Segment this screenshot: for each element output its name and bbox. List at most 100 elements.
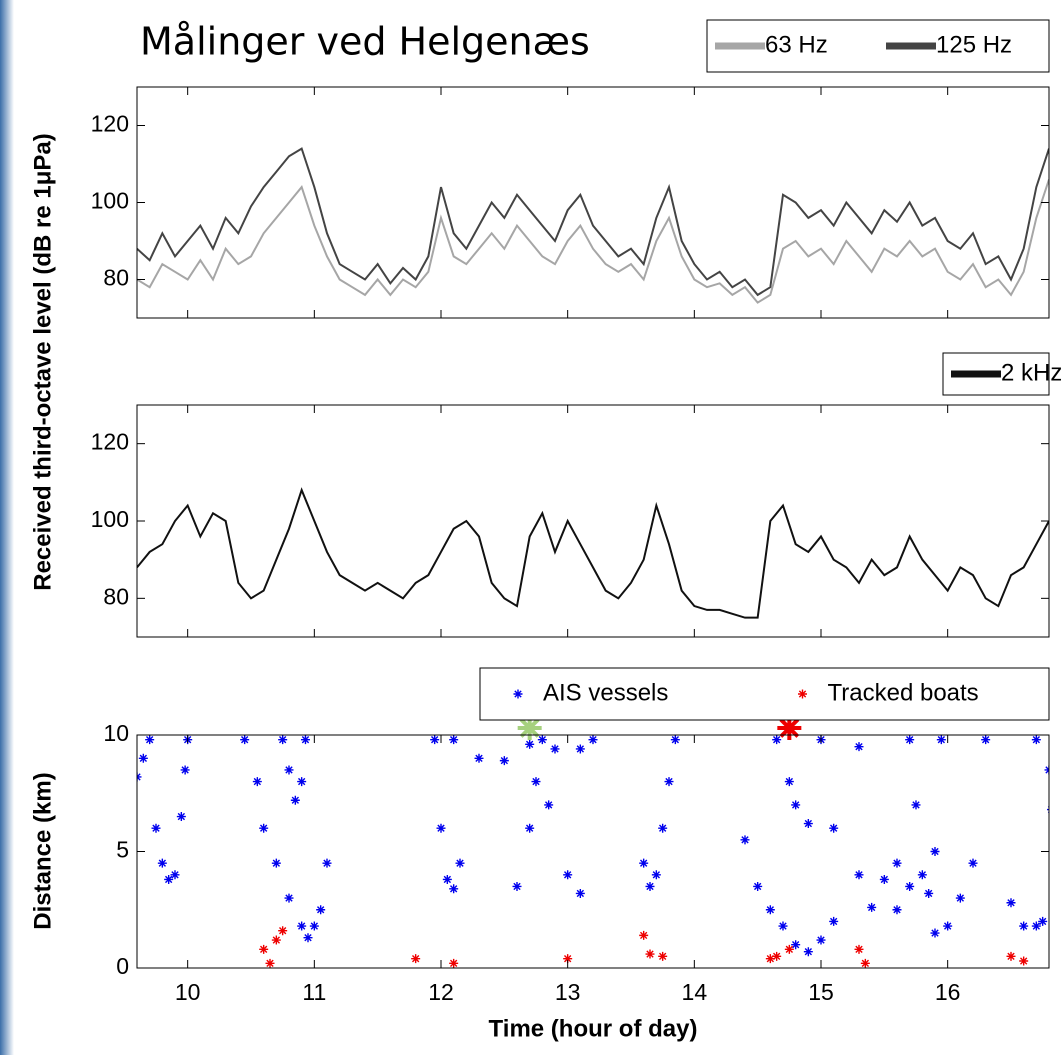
point bbox=[449, 884, 459, 894]
point bbox=[588, 735, 598, 745]
point bbox=[499, 756, 509, 766]
point bbox=[180, 765, 190, 775]
point bbox=[645, 949, 655, 959]
point bbox=[575, 744, 585, 754]
legend-label: Tracked boats bbox=[828, 679, 979, 706]
y-axis-label: Received third-octave level (dB re 1μPa) bbox=[29, 133, 56, 591]
point bbox=[145, 735, 155, 745]
point bbox=[278, 926, 288, 936]
point bbox=[537, 735, 547, 745]
point bbox=[550, 744, 560, 754]
point bbox=[1038, 916, 1048, 926]
point bbox=[411, 954, 421, 964]
point bbox=[943, 921, 953, 931]
point bbox=[778, 921, 788, 931]
point bbox=[575, 888, 585, 898]
point bbox=[658, 951, 668, 961]
point bbox=[430, 735, 440, 745]
point bbox=[803, 819, 813, 829]
point bbox=[300, 735, 310, 745]
point bbox=[240, 735, 250, 745]
legend-label: 125 Hz bbox=[936, 31, 1012, 58]
point bbox=[816, 935, 826, 945]
point bbox=[271, 935, 281, 945]
y-tick-label: 10 bbox=[103, 720, 129, 746]
point bbox=[784, 777, 794, 787]
point bbox=[1019, 921, 1029, 931]
chart-title: Målinger ved Helgenæs bbox=[140, 20, 590, 64]
point bbox=[1031, 735, 1041, 745]
background-edge bbox=[0, 0, 14, 1055]
axes-box bbox=[136, 86, 1050, 319]
point bbox=[309, 921, 319, 931]
point bbox=[879, 874, 889, 884]
point bbox=[911, 800, 921, 810]
legend-box bbox=[479, 667, 1050, 721]
series-line bbox=[137, 179, 1049, 304]
point bbox=[138, 753, 148, 763]
point bbox=[290, 795, 300, 805]
point bbox=[772, 735, 782, 745]
y-tick-label: 0 bbox=[116, 953, 129, 979]
point bbox=[303, 933, 313, 943]
point bbox=[930, 928, 940, 938]
point bbox=[1019, 956, 1029, 966]
y-axis-label: Distance (km) bbox=[29, 772, 56, 929]
point bbox=[449, 735, 459, 745]
point bbox=[784, 944, 794, 954]
point bbox=[278, 735, 288, 745]
point bbox=[170, 870, 180, 880]
point bbox=[512, 881, 522, 891]
point bbox=[1006, 898, 1016, 908]
point bbox=[917, 870, 927, 880]
axes-box bbox=[136, 404, 1050, 638]
point bbox=[645, 881, 655, 891]
y-tick-label: 120 bbox=[91, 111, 129, 137]
point bbox=[955, 893, 965, 903]
y-tick-label: 5 bbox=[116, 837, 129, 863]
point bbox=[157, 858, 167, 868]
point bbox=[164, 874, 174, 884]
point bbox=[765, 954, 775, 964]
point bbox=[651, 870, 661, 880]
point bbox=[670, 735, 680, 745]
point bbox=[829, 823, 839, 833]
point bbox=[854, 742, 864, 752]
highlight-marker bbox=[777, 716, 802, 741]
x-tick-label: 11 bbox=[302, 979, 326, 1005]
point bbox=[803, 947, 813, 957]
x-tick-label: 14 bbox=[682, 979, 708, 1005]
point bbox=[829, 916, 839, 926]
x-tick-label: 10 bbox=[175, 979, 201, 1005]
plot-area bbox=[137, 487, 1049, 619]
point bbox=[639, 858, 649, 868]
point bbox=[474, 753, 484, 763]
point bbox=[905, 881, 915, 891]
legend-swatch bbox=[798, 689, 807, 699]
point bbox=[892, 858, 902, 868]
point bbox=[259, 944, 269, 954]
point bbox=[252, 777, 262, 787]
point bbox=[297, 777, 307, 787]
point bbox=[563, 954, 573, 964]
series-line bbox=[137, 487, 1049, 619]
point bbox=[151, 823, 161, 833]
plot-area bbox=[137, 735, 1049, 968]
point bbox=[436, 823, 446, 833]
point bbox=[765, 905, 775, 915]
point bbox=[664, 777, 674, 787]
point bbox=[271, 858, 281, 868]
point bbox=[531, 777, 541, 787]
point bbox=[1031, 921, 1041, 931]
point bbox=[924, 888, 934, 898]
plot-area bbox=[137, 147, 1049, 304]
point bbox=[892, 905, 902, 915]
point bbox=[1006, 951, 1016, 961]
legend-label: 2 kHz bbox=[1001, 359, 1061, 386]
y-tick-label: 80 bbox=[103, 265, 129, 291]
point bbox=[740, 835, 750, 845]
legend-label: AIS vessels bbox=[543, 679, 668, 706]
point bbox=[442, 874, 452, 884]
